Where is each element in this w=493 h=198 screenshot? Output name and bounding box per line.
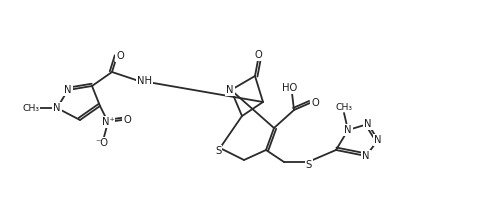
- Text: N⁺: N⁺: [102, 117, 114, 127]
- Text: N: N: [53, 103, 61, 113]
- Text: N: N: [64, 85, 72, 95]
- Text: N: N: [364, 119, 372, 129]
- Text: O: O: [116, 51, 124, 61]
- Text: N: N: [362, 151, 370, 161]
- Text: CH₃: CH₃: [22, 104, 39, 112]
- Text: NH: NH: [137, 76, 152, 86]
- Text: ⁻O: ⁻O: [96, 138, 108, 148]
- Text: N: N: [226, 85, 234, 95]
- Text: HO: HO: [282, 83, 298, 93]
- Text: O: O: [311, 98, 319, 108]
- Text: S: S: [306, 160, 312, 170]
- Text: N: N: [374, 135, 382, 145]
- Text: N: N: [344, 125, 352, 135]
- Text: O: O: [254, 50, 262, 60]
- Text: S: S: [215, 146, 221, 156]
- Text: O: O: [123, 115, 131, 125]
- Text: CH₃: CH₃: [336, 103, 352, 111]
